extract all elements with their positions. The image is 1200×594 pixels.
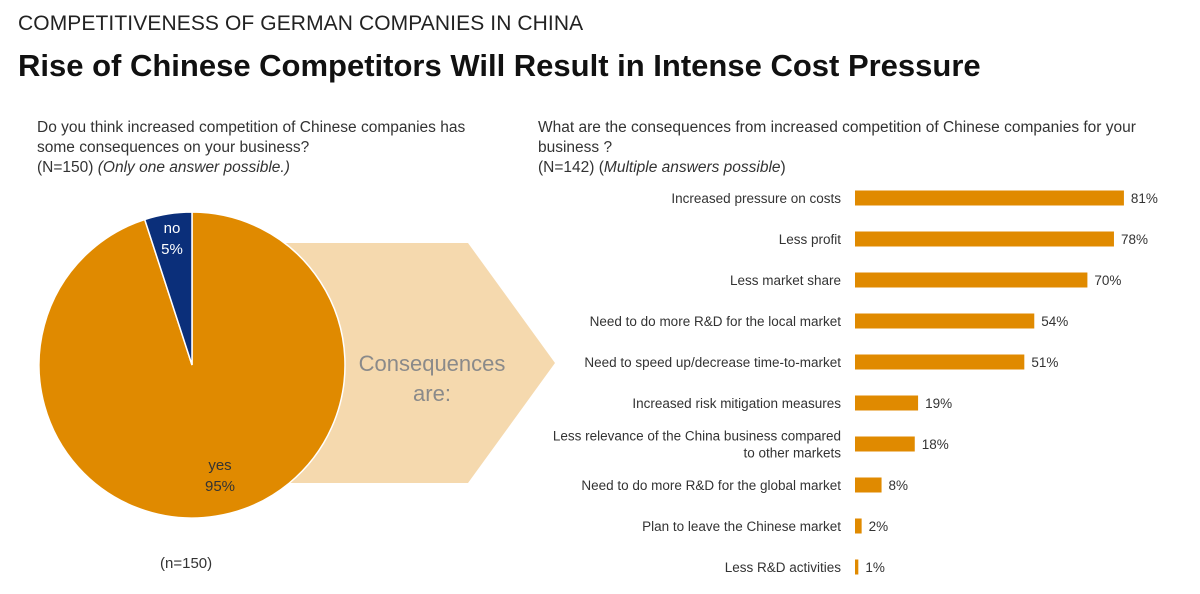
pie-slices: yes 95% no 5% xyxy=(38,211,346,519)
bar xyxy=(855,313,1035,329)
bar-category-label: Increased pressure on costs xyxy=(671,191,841,206)
bar-question-line1: What are the consequences from increased… xyxy=(538,119,1136,136)
pie-footnote: (n=150) xyxy=(160,555,213,572)
bar-sample-size: (N=142) xyxy=(538,159,595,176)
bar-category-label: Need to speed up/decrease time-to-market xyxy=(584,355,841,370)
bar-value-label: 2% xyxy=(869,519,889,534)
bar-value-label: 1% xyxy=(865,560,885,575)
bar-category-label: Less R&D activities xyxy=(725,560,842,575)
pie-label-yes: yes xyxy=(208,457,231,474)
pie-value-no: 5% xyxy=(161,241,183,258)
bar-value-label: 8% xyxy=(889,478,909,493)
bar-category-label: Need to do more R&D for the global marke… xyxy=(581,478,841,493)
pie-label-no: no xyxy=(164,220,181,237)
pie-chart: Consequences are: yes 95% no 5% xyxy=(38,211,555,519)
arrow-text-consequences: Consequences xyxy=(359,351,506,376)
bar-category-label: Less relevance of the China business com… xyxy=(553,429,841,444)
bar-value-label: 19% xyxy=(925,396,952,411)
bar-question: What are the consequences from increased… xyxy=(538,118,1178,178)
bar-value-label: 78% xyxy=(1121,232,1148,247)
chart-supertitle: COMPETITIVENESS OF GERMAN COMPANIES IN C… xyxy=(18,12,584,35)
pie-sample-size: (N=150) xyxy=(37,159,94,176)
bar-category-label: Increased risk mitigation measures xyxy=(632,396,841,411)
bar-question-note: (N=142) (Multiple answers possible) xyxy=(538,158,1178,178)
pie-value-yes: 95% xyxy=(205,478,235,495)
bar-category-label: Less profit xyxy=(779,232,842,247)
pie-question-note: (N=150) (Only one answer possible.) xyxy=(37,158,507,178)
bar xyxy=(855,395,919,411)
bar-answer-note: Multiple answers possible xyxy=(603,159,781,176)
bar-note-open: ( xyxy=(598,159,604,176)
bar-value-label: 18% xyxy=(922,437,949,452)
chart-title: Rise of Chinese Competitors Will Result … xyxy=(18,48,981,83)
bar xyxy=(855,190,1124,206)
bar xyxy=(855,272,1088,288)
bar-note-close: ) xyxy=(780,159,786,176)
pie-question-line2: some consequences on your business? xyxy=(37,139,310,156)
arrow-text-are: are: xyxy=(413,381,451,406)
pie-answer-note: (Only one answer possible.) xyxy=(97,159,290,176)
bar xyxy=(855,559,859,575)
bar xyxy=(855,477,882,493)
bar xyxy=(855,231,1114,247)
bar-category-label: to other markets xyxy=(743,446,841,461)
bar-value-label: 51% xyxy=(1031,355,1058,370)
bar xyxy=(855,436,915,452)
bar-category-label: Need to do more R&D for the local market xyxy=(590,314,842,329)
bar-category-label: Less market share xyxy=(730,273,841,288)
pie-question: Do you think increased competition of Ch… xyxy=(37,118,507,178)
bar-value-label: 70% xyxy=(1094,273,1121,288)
bar xyxy=(855,518,862,534)
bar-category-label: Plan to leave the Chinese market xyxy=(642,519,841,534)
bar-series: 81% Increased pressure on costs 78% Less pr… xyxy=(553,190,1158,575)
pie-slice-no xyxy=(143,211,193,366)
bar xyxy=(855,354,1025,370)
pie-question-line1: Do you think increased competition of Ch… xyxy=(37,119,466,136)
bar-value-label: 54% xyxy=(1041,314,1068,329)
bar-question-line2: business ? xyxy=(538,139,613,156)
consequences-arrow xyxy=(280,243,555,483)
bar-value-label: 81% xyxy=(1131,191,1158,206)
